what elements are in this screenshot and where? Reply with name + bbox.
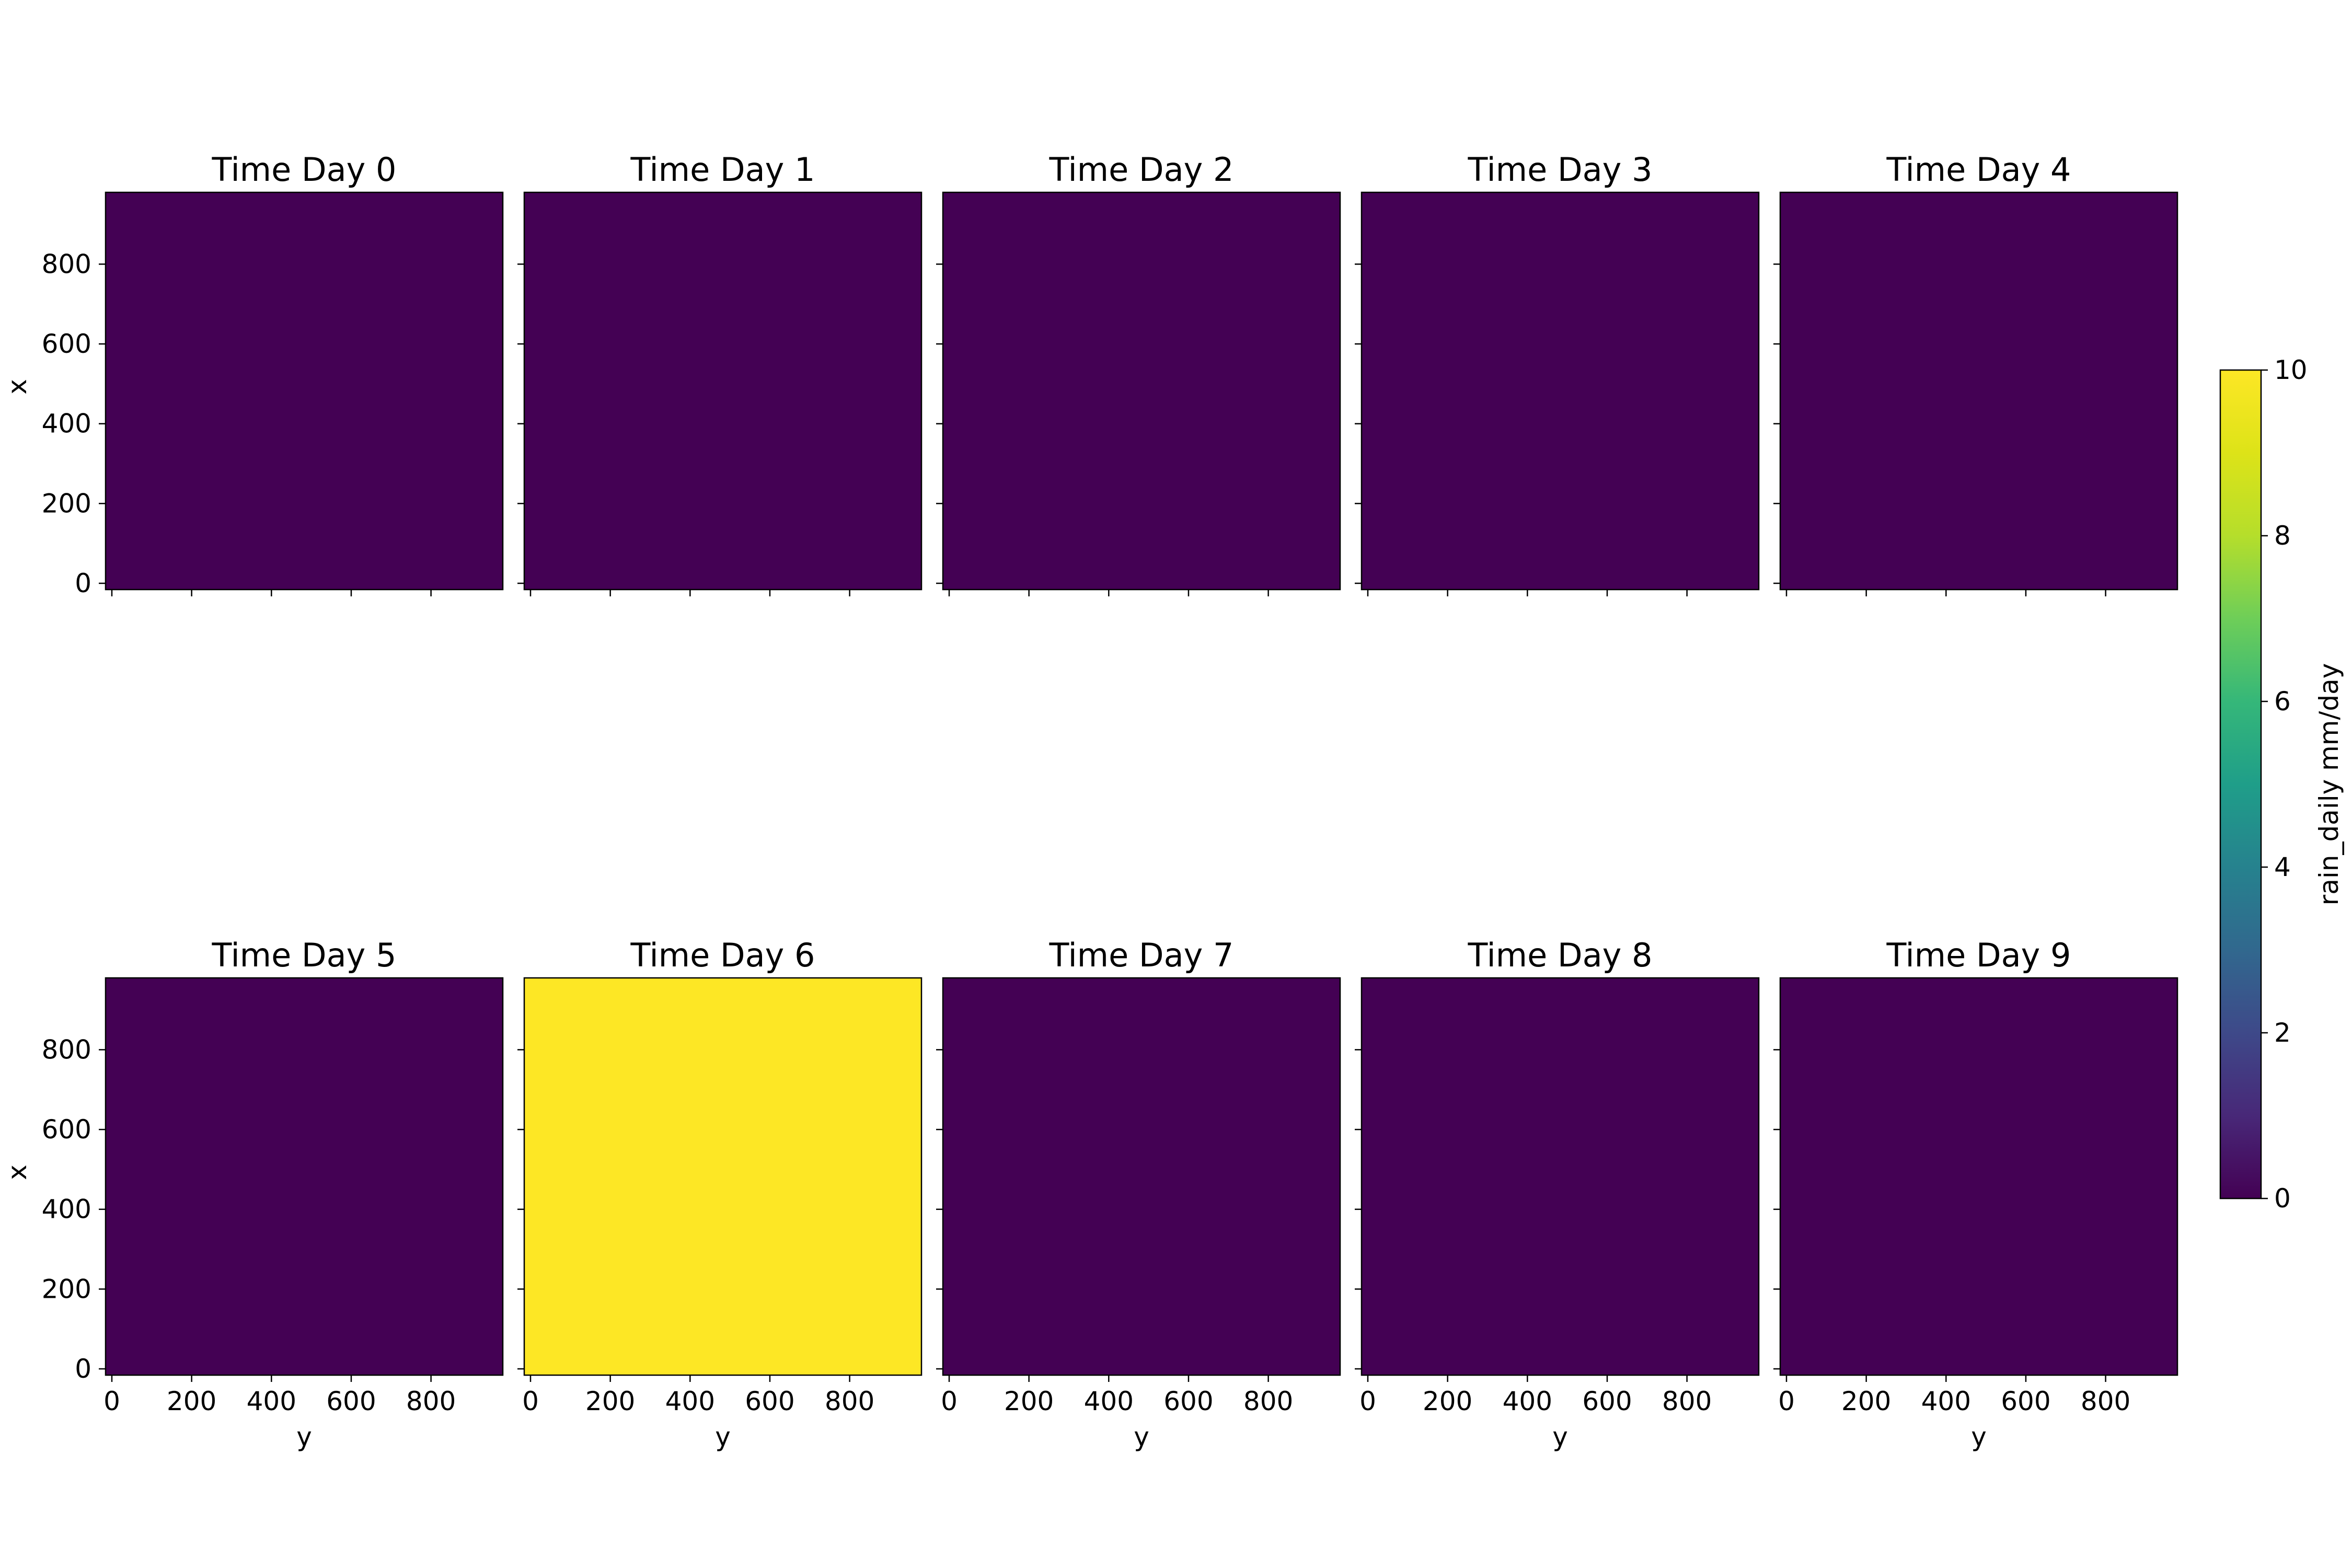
heatmap-cell: [106, 978, 503, 1375]
y-tick-label: 800: [42, 1034, 91, 1065]
panel-title: Time Day 7: [1048, 936, 1233, 974]
heatmap-cell: [943, 978, 1340, 1375]
panel-title: Time Day 6: [630, 936, 815, 974]
y-tick-label: 800: [42, 249, 91, 279]
y-tick-label: 200: [42, 488, 91, 518]
colorbar-tick-label: 8: [2274, 521, 2291, 551]
panel-2: Time Day 2: [936, 151, 1341, 596]
panel-0: Time Day 0 0 200 400 600 800 x: [2, 151, 504, 598]
x-tick-label: 600: [326, 1386, 376, 1416]
panel-frame: [1779, 191, 2178, 591]
x-tick-label: 0: [1778, 1386, 1795, 1416]
panel-6: Time Day 6 0 200 400 600 800 y: [517, 936, 923, 1452]
x-axis-label: y: [1552, 1422, 1568, 1452]
panel-title: Time Day 3: [1467, 151, 1652, 189]
panel-8: Time Day 8 0 200 400 600 800 y: [1355, 936, 1760, 1452]
x-tick-label: 800: [1662, 1386, 1712, 1416]
panel-7: Time Day 7 0 200 400 600 800 y: [936, 936, 1341, 1452]
panel-frame: [523, 977, 923, 1376]
panel-grid: Time Day 0 0 200 400 600 800 x Time Day 1 Time D…: [2, 151, 2178, 1452]
panel-frame: [105, 191, 504, 591]
x-tick-label: 800: [406, 1386, 456, 1416]
panel-title: Time Day 0: [211, 151, 396, 189]
panel-3: Time Day 3: [1355, 151, 1760, 596]
x-tick-label: 400: [247, 1386, 296, 1416]
y-tick-label: 0: [75, 1354, 91, 1384]
heatmap-cell: [106, 192, 503, 590]
x-tick-label: 200: [1423, 1386, 1472, 1416]
x-tick-label: 400: [1084, 1386, 1134, 1416]
panel-title: Time Day 9: [1886, 936, 2071, 974]
x-tick-label: 0: [103, 1386, 120, 1416]
panel-title: Time Day 5: [211, 936, 396, 974]
y-tick-label: 200: [42, 1274, 91, 1304]
x-tick-label: 600: [1163, 1386, 1213, 1416]
x-tick-label: 0: [522, 1386, 539, 1416]
colorbar-tick-label: 6: [2274, 686, 2291, 717]
panel-title: Time Day 1: [630, 151, 815, 189]
x-axis-label: y: [1134, 1422, 1149, 1452]
x-tick-label: 400: [1503, 1386, 1552, 1416]
x-tick-label: 800: [825, 1386, 874, 1416]
colorbar-tick-label: 4: [2274, 852, 2291, 882]
panel-5: Time Day 5 0 200 400 600 800 0 200 400 600 800 y x: [2, 936, 504, 1452]
panel-frame: [523, 191, 923, 591]
heatmap-cell: [524, 978, 921, 1375]
x-tick-label: 200: [585, 1386, 635, 1416]
x-tick-label: 200: [1004, 1386, 1054, 1416]
x-tick-label: 0: [941, 1386, 958, 1416]
x-tick-label: 600: [1582, 1386, 1632, 1416]
x-tick-label: 200: [1841, 1386, 1891, 1416]
colorbar: 0 2 4 6 8 10 rain_daily mm/day: [2219, 355, 2344, 1214]
panel-title: Time Day 8: [1467, 936, 1652, 974]
x-tick-label: 0: [1359, 1386, 1376, 1416]
panel-frame: [942, 191, 1341, 591]
x-tick-label: 800: [1243, 1386, 1293, 1416]
x-axis-label: y: [1971, 1422, 1987, 1452]
panel-4: Time Day 4: [1773, 151, 2178, 596]
x-tick-label: 400: [1921, 1386, 1971, 1416]
y-tick-label: 400: [42, 1194, 91, 1225]
x-axis-label: y: [296, 1422, 312, 1452]
panel-frame: [1361, 191, 1760, 591]
panel-title: Time Day 4: [1886, 151, 2071, 189]
heatmap-cell: [1780, 192, 2177, 590]
panel-frame: [105, 977, 504, 1376]
heatmap-cell: [1362, 978, 1759, 1375]
heatmap-cell: [943, 192, 1340, 590]
y-axis-label: x: [2, 1165, 32, 1180]
y-tick-label: 0: [75, 568, 91, 598]
panel-frame: [1361, 977, 1760, 1376]
heatmap-cell: [1780, 978, 2177, 1375]
colorbar-tick-label: 10: [2274, 355, 2308, 385]
y-tick-label: 600: [42, 329, 91, 359]
y-tick-label: 600: [42, 1114, 91, 1145]
y-tick-label: 400: [42, 409, 91, 439]
panel-frame: [1779, 977, 2178, 1376]
x-axis-label: y: [715, 1422, 731, 1452]
colorbar-gradient: [2220, 370, 2261, 1198]
x-tick-label: 400: [665, 1386, 715, 1416]
panel-9: Time Day 9 0 200 400 600 800 y: [1773, 936, 2178, 1452]
colorbar-frame: [2219, 369, 2262, 1200]
colorbar-label: rain_daily mm/day: [2314, 663, 2344, 906]
heatmap-cell: [524, 192, 921, 590]
x-tick-label: 200: [167, 1386, 216, 1416]
panel-title: Time Day 2: [1048, 151, 1233, 189]
x-tick-label: 600: [745, 1386, 794, 1416]
panel-1: Time Day 1: [517, 151, 923, 596]
x-tick-label: 800: [2081, 1386, 2130, 1416]
panel-frame: [942, 977, 1341, 1376]
colorbar-tick-label: 2: [2274, 1018, 2291, 1048]
colorbar-tick-label: 0: [2274, 1183, 2291, 1214]
x-tick-label: 600: [2001, 1386, 2050, 1416]
heatmap-cell: [1362, 192, 1759, 590]
y-axis-label: x: [2, 379, 32, 395]
